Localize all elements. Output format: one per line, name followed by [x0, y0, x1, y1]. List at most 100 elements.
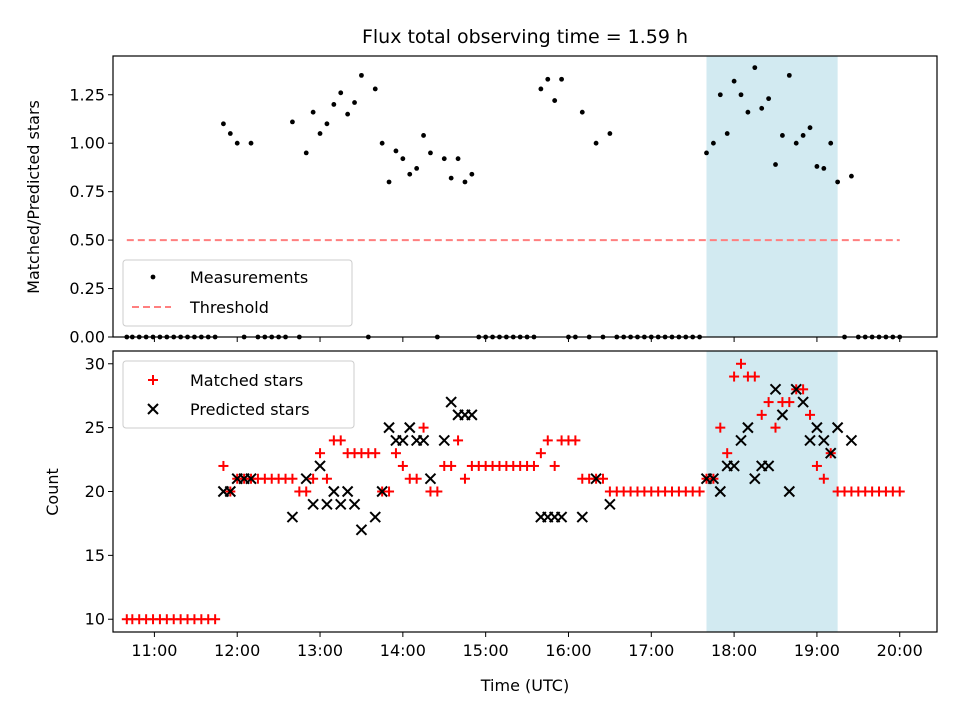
data-point	[818, 473, 829, 484]
data-point	[828, 140, 834, 146]
x-tick-label: 13:00	[297, 641, 343, 660]
x-tick-label: 14:00	[380, 641, 426, 660]
data-point	[453, 435, 464, 446]
legend-label: Predicted stars	[190, 400, 310, 419]
data-point	[379, 140, 385, 146]
data-point	[338, 90, 344, 96]
data-point	[446, 460, 457, 471]
legend-label: Threshold	[189, 298, 269, 317]
data-point	[466, 409, 478, 421]
data-point	[397, 434, 409, 447]
data-point	[780, 133, 785, 138]
data-point	[369, 511, 381, 523]
data-point	[770, 422, 781, 433]
top-axes: 0.00 0.25 0.50 0.75 1.00 1.25 Measurements Thre…	[69, 55, 938, 347]
data-point	[749, 473, 761, 485]
data-point	[400, 156, 406, 162]
data-point	[811, 421, 823, 434]
data-point	[766, 96, 772, 102]
data-point	[714, 485, 727, 498]
legend-marker	[150, 274, 156, 280]
series-x	[217, 383, 858, 536]
data-point	[386, 179, 392, 185]
data-point	[535, 448, 546, 459]
data-point	[234, 140, 240, 146]
data-point	[607, 131, 613, 136]
data-point	[729, 371, 740, 382]
shaded-region	[706, 351, 838, 632]
data-point	[738, 92, 744, 98]
y-tick-label: 1.00	[69, 134, 105, 153]
data-point	[290, 119, 295, 125]
legend-label: Measurements	[190, 268, 308, 287]
data-point	[455, 156, 461, 162]
data-point	[825, 447, 837, 459]
data-point	[421, 133, 426, 138]
data-point	[593, 140, 599, 146]
y-tick-label: 0.50	[69, 231, 105, 250]
data-point	[308, 473, 319, 484]
data-point	[894, 486, 905, 497]
top-y-axis-label: Matched/Predicted stars	[24, 100, 43, 294]
data-point	[724, 131, 730, 136]
x-tick-label: 15:00	[463, 641, 509, 660]
data-point	[301, 486, 312, 497]
data-point	[742, 421, 754, 434]
data-point	[376, 485, 388, 498]
y-tick-label: 30	[85, 354, 105, 373]
data-point	[831, 421, 844, 434]
data-point	[776, 409, 789, 421]
x-tick-label: 17:00	[628, 641, 674, 660]
data-point	[549, 460, 560, 471]
legend-marker	[147, 403, 159, 415]
data-point	[559, 76, 564, 82]
data-point	[355, 524, 368, 536]
y-tick-label: 0.25	[69, 279, 105, 298]
data-point	[321, 473, 332, 484]
data-point	[384, 486, 395, 497]
data-point	[345, 111, 351, 117]
data-point	[303, 150, 309, 156]
data-point	[372, 86, 378, 92]
data-point	[745, 109, 751, 115]
data-point	[731, 78, 737, 84]
data-point	[335, 498, 347, 510]
data-point	[694, 486, 705, 497]
data-point	[814, 164, 820, 169]
data-point	[438, 434, 450, 447]
data-point	[441, 156, 447, 162]
data-point	[552, 98, 558, 103]
x-tick-label: 11:00	[131, 641, 177, 660]
chart-title: Flux total observing time = 1.59 h	[362, 26, 688, 48]
data-point	[328, 485, 340, 498]
shaded-region	[706, 56, 838, 337]
data-point	[459, 473, 470, 484]
data-point	[773, 162, 778, 167]
legend-marker	[148, 375, 158, 385]
data-point	[793, 140, 799, 146]
data-point	[756, 409, 767, 420]
data-point	[786, 72, 792, 78]
data-point	[414, 166, 420, 171]
data-point	[604, 498, 616, 510]
y-tick-label: 25	[85, 418, 105, 437]
data-point	[300, 473, 312, 485]
data-point	[597, 473, 608, 484]
legend-label: Matched stars	[190, 371, 303, 390]
data-point	[210, 614, 221, 625]
data-point	[286, 511, 299, 523]
data-point	[715, 422, 726, 433]
y-tick-label: 20	[85, 482, 105, 501]
data-point	[784, 397, 795, 408]
data-point	[570, 435, 581, 446]
data-point	[348, 498, 361, 510]
data-point	[797, 396, 809, 408]
data-point	[227, 131, 233, 136]
data-point	[417, 434, 430, 447]
data-point	[800, 133, 806, 138]
data-point	[448, 175, 454, 181]
data-point	[818, 434, 830, 447]
y-tick-label: 0.00	[69, 328, 105, 347]
data-point	[783, 485, 796, 498]
data-point	[576, 511, 588, 523]
